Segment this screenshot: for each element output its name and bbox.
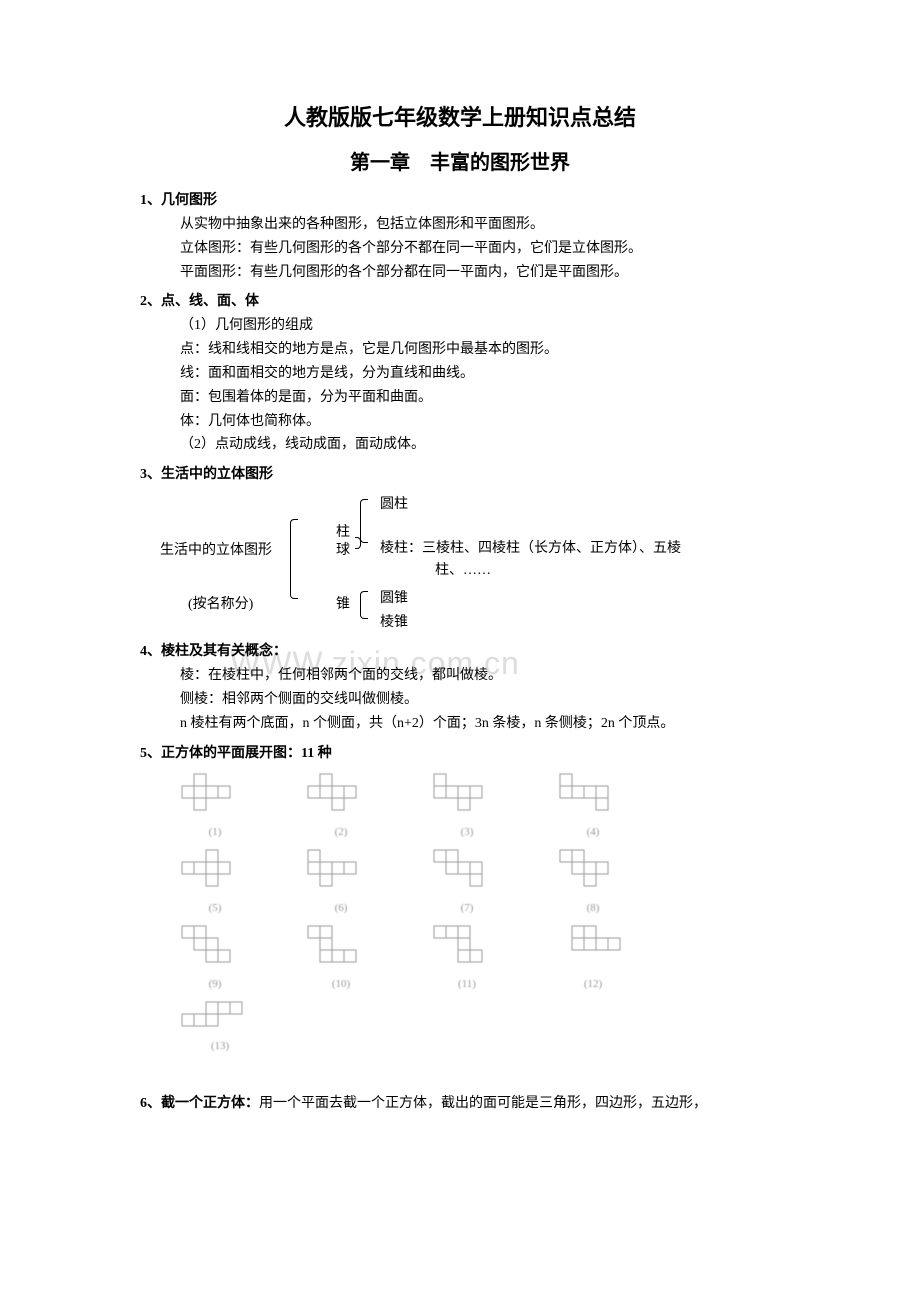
nets-row-1: (1) (2) (3) (4): [170, 772, 780, 838]
net-4-svg: [548, 772, 638, 822]
tree-leaf-lengzhu2: 柱、……: [435, 559, 491, 579]
section-4-head: 4、棱柱及其有关概念：: [140, 640, 780, 660]
section-1-p1: 从实物中抽象出来的各种图形，包括立体图形和平面图形。: [140, 213, 780, 237]
section-1-head: 1、几何图形: [140, 189, 780, 209]
net-5-label: (5): [209, 902, 222, 914]
net-7-svg: [422, 848, 512, 898]
net-1-label: (1): [209, 826, 222, 838]
tree-leaf-lengzhu: 棱柱：三棱柱、四棱柱（长方体、正方体）、五棱: [380, 537, 780, 557]
net-12-label: (12): [584, 978, 602, 990]
nets-row-2: (5) (6) (7) (8): [170, 848, 780, 914]
net-13-svg: [170, 1000, 270, 1036]
net-8: (8): [548, 848, 638, 914]
net-12-svg: [548, 924, 638, 974]
net-4: (4): [548, 772, 638, 838]
net-11-label: (11): [458, 978, 476, 990]
net-6: (6): [296, 848, 386, 914]
section-2-p3: 线：面和面相交的地方是线，分为直线和曲线。: [140, 362, 780, 386]
net-5: (5): [170, 848, 260, 914]
section-6-tail: 用一个平面去截一个正方体，截出的面可能是三角形，四边形，五边形，: [259, 1096, 707, 1111]
section-5-head: 5、正方体的平面展开图：11 种: [140, 742, 780, 762]
net-12: (12): [548, 924, 638, 990]
section-6-head: 6、截一个正方体：: [140, 1096, 259, 1111]
tree-root: 生活中的立体图形: [160, 539, 272, 559]
net-10-svg: [296, 924, 386, 974]
tree-branch-qiu: 球: [336, 539, 350, 559]
bracket-qiu-r: [355, 537, 361, 549]
net-1: (1): [170, 772, 260, 838]
net-3-label: (3): [461, 826, 474, 838]
net-13: (13): [170, 1000, 270, 1052]
section-2-p1: （1）几何图形的组成: [140, 314, 780, 338]
net-3: (3): [422, 772, 512, 838]
net-2-label: (2): [335, 826, 348, 838]
net-2-svg: [296, 772, 386, 822]
net-7-label: (7): [461, 902, 474, 914]
net-1-svg: [170, 772, 260, 822]
section-2-p2: 点：线和线相交的地方是点，它是几何图形中最基本的图形。: [140, 338, 780, 362]
net-10-label: (10): [332, 978, 350, 990]
section-6-head-text: 6、截一个正方体：: [140, 1096, 259, 1111]
bracket-zhu: [360, 499, 368, 543]
nets-container: (1) (2) (3) (4) (5) (6): [140, 772, 780, 1052]
section-2-p4: 面：包围着体的是面，分为平面和曲面。: [140, 386, 780, 410]
net-2: (2): [296, 772, 386, 838]
net-13-label: (13): [211, 1040, 229, 1052]
net-6-svg: [296, 848, 386, 898]
net-11-svg: [422, 924, 512, 974]
net-10: (10): [296, 924, 386, 990]
nets-row-3: (9) (10) (11) (12): [170, 924, 780, 990]
section-4-p2: 侧棱：相邻两个侧面的交线叫做侧棱。: [140, 688, 780, 712]
net-3-svg: [422, 772, 512, 822]
bracket-zhui: [360, 591, 368, 619]
tree-root-sub: (按名称分): [188, 593, 253, 613]
section-1-p3: 平面图形：有些几何图形的各个部分都在同一平面内，它们是平面图形。: [140, 261, 780, 285]
net-6-label: (6): [335, 902, 348, 914]
net-9-label: (9): [209, 978, 222, 990]
net-11: (11): [422, 924, 512, 990]
section-2-p5: 体：几何体也简称体。: [140, 410, 780, 434]
net-5-svg: [170, 848, 260, 898]
tree-leaf-yuanzhu: 圆柱: [380, 493, 408, 513]
net-4-label: (4): [587, 826, 600, 838]
tree-branch-zhui: 锥: [336, 593, 350, 613]
tree-leaf-lengzhui: 棱锥: [380, 611, 408, 631]
section-2-head: 2、点、线、面、体: [140, 290, 780, 310]
bracket-main: [290, 519, 298, 599]
section-1-p2: 立体图形：有些几何图形的各个部分不都在同一平面内，它们是立体图形。: [140, 237, 780, 261]
section-3-head: 3、生活中的立体图形: [140, 463, 780, 483]
chapter-title: 第一章 丰富的图形世界: [140, 146, 780, 175]
main-title: 人教版版七年级数学上册知识点总结: [140, 100, 780, 132]
net-9-svg: [170, 924, 260, 974]
section-4-p3: n 棱柱有两个底面，n 个侧面，共（n+2）个面；3n 条棱，n 条侧棱；2n …: [140, 712, 780, 736]
tree-diagram: 生活中的立体图形 (按名称分) 柱 球 锥 圆柱 棱柱：三棱柱、四棱柱（长方体、…: [160, 489, 780, 634]
net-8-svg: [548, 848, 638, 898]
section-2-p6: （2）点动成线，线动成面，面动成体。: [140, 433, 780, 457]
tree-leaf-yuanzhui: 圆锥: [380, 587, 408, 607]
net-9: (9): [170, 924, 260, 990]
page-content: 人教版版七年级数学上册知识点总结 第一章 丰富的图形世界 1、几何图形 从实物中…: [140, 100, 780, 1112]
tree-branch-zhu: 柱: [336, 521, 350, 541]
net-8-label: (8): [587, 902, 600, 914]
net-7: (7): [422, 848, 512, 914]
nets-row-4: (13): [170, 1000, 780, 1052]
section-4-p1: 棱：在棱柱中，任何相邻两个面的交线，都叫做棱。: [140, 664, 780, 688]
